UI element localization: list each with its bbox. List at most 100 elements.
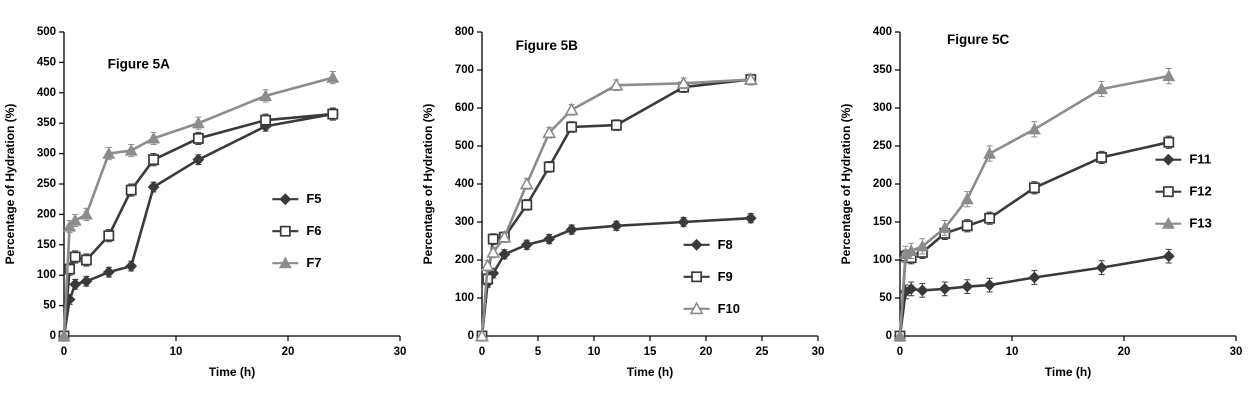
y-axis-label: Percentage of Hydration (%)	[839, 104, 853, 265]
chart-panel-figure-5c: 0 50 100 150 200 250 300 350 400 0 10 20 30 Percentag…	[836, 6, 1254, 411]
legend-item-f13: F13	[1155, 216, 1212, 231]
diamond-marker-icon	[80, 275, 93, 288]
triangle-marker-icon	[1095, 82, 1109, 95]
triangle-marker-icon	[893, 329, 907, 342]
triangle-marker-icon	[960, 192, 974, 205]
triangle-marker-icon	[743, 72, 758, 85]
x-tick-label: 30	[394, 346, 407, 358]
diamond-marker-icon	[983, 279, 996, 291]
square-marker-icon	[487, 233, 499, 245]
x-tick-label: 30	[1230, 346, 1243, 358]
x-tick-label: 10	[588, 346, 601, 358]
diamond-marker-icon	[520, 238, 533, 251]
series-f7	[57, 70, 340, 342]
legend-label: F11	[1189, 152, 1211, 167]
triangle-marker-icon	[147, 131, 161, 144]
square-marker-icon	[521, 199, 533, 211]
square-marker-icon	[80, 254, 92, 266]
y-tick-label: 500	[455, 140, 474, 152]
chart-title: Figure 5C	[947, 32, 1010, 47]
square-marker-icon	[327, 108, 339, 120]
series-f13	[893, 67, 1176, 342]
triangle-marker-icon	[326, 70, 340, 83]
chart-title: Figure 5A	[108, 56, 171, 71]
triangle-marker-icon	[676, 76, 691, 89]
series-line	[62, 112, 334, 337]
diamond-marker-icon	[938, 282, 951, 295]
x-tick-label: 20	[1118, 346, 1131, 358]
triangle-marker-icon	[609, 77, 624, 91]
chart-figure-5c: 0 50 100 150 200 250 300 350 400 0 10 20 30 Percentag…	[839, 26, 1243, 379]
square-marker-icon	[566, 121, 578, 133]
legend-label: F10	[718, 301, 740, 316]
triangle-marker-icon	[938, 221, 952, 234]
y-tick-label: 100	[37, 269, 56, 281]
diamond-marker-icon	[1028, 271, 1041, 284]
diamond-marker-icon	[744, 212, 757, 225]
triangle-marker-icon	[259, 89, 273, 101]
triangle-marker-icon	[519, 176, 534, 190]
triangle-marker-icon	[79, 207, 93, 220]
legend-label: F9	[718, 269, 733, 284]
y-tick-label: 0	[468, 330, 474, 342]
diamond-marker-icon	[279, 193, 292, 206]
square-marker-icon	[543, 161, 555, 173]
x-tick-label: 20	[282, 346, 295, 358]
series-f9	[476, 73, 757, 342]
triangle-marker-icon	[486, 245, 501, 258]
y-tick-label: 200	[873, 178, 892, 190]
y-tick-label: 350	[37, 117, 56, 129]
diamond-marker-icon	[1095, 261, 1108, 274]
diamond-marker-icon	[125, 260, 138, 272]
triangle-marker-icon	[983, 146, 997, 159]
square-marker-icon	[610, 119, 622, 131]
square-marker-icon	[279, 225, 291, 237]
triangle-marker-icon	[689, 301, 704, 315]
legend-item-f6: F6	[272, 223, 321, 238]
series-line	[898, 74, 1170, 337]
y-tick-label: 200	[37, 208, 56, 220]
square-marker-icon	[1096, 151, 1108, 163]
y-tick-label: 200	[455, 254, 474, 266]
diamond-marker-icon	[192, 153, 205, 166]
triangle-marker-icon	[102, 146, 116, 159]
diamond-marker-icon	[905, 282, 918, 295]
x-tick-label: 0	[897, 346, 903, 358]
y-tick-label: 150	[37, 239, 56, 251]
x-tick-label: 5	[535, 346, 542, 358]
diamond-marker-icon	[102, 266, 115, 279]
y-tick-label: 400	[873, 26, 892, 38]
x-axis-label: Time (h)	[627, 365, 673, 379]
diamond-marker-icon	[565, 223, 578, 236]
legend-item-f7: F7	[272, 255, 321, 270]
square-marker-icon	[64, 263, 76, 275]
diamond-marker-icon	[916, 284, 929, 297]
diamond-marker-icon	[610, 219, 623, 232]
legend-item-f12: F12	[1155, 184, 1212, 199]
triangle-marker-icon	[915, 239, 929, 252]
legend-label: F13	[1189, 216, 1211, 231]
triangle-marker-icon	[63, 219, 77, 232]
y-tick-label: 300	[873, 102, 892, 114]
legend-item-f5: F5	[272, 191, 321, 206]
series-f10	[475, 72, 758, 342]
x-tick-label: 30	[812, 346, 825, 358]
legend-label: F5	[306, 191, 321, 206]
square-marker-icon	[69, 251, 81, 263]
triangle-marker-icon	[1027, 122, 1041, 135]
chart-figure-5a: 0 50 100 150 200 250 300 350 400 450 500 0 10 20 30 Per…	[3, 26, 407, 379]
y-tick-label: 800	[455, 26, 474, 38]
legend-label: F7	[306, 255, 321, 270]
square-marker-icon	[984, 212, 996, 224]
triangle-marker-icon	[480, 258, 495, 272]
series-line	[62, 112, 333, 337]
diamond-marker-icon	[1162, 250, 1175, 263]
square-marker-icon	[1028, 182, 1040, 194]
triangle-marker-icon	[124, 143, 138, 156]
triangle-marker-icon	[191, 116, 205, 129]
series-line	[898, 254, 1170, 337]
square-marker-icon	[1163, 136, 1175, 148]
y-tick-label: 0	[886, 330, 892, 342]
triangle-marker-icon	[1162, 69, 1176, 82]
